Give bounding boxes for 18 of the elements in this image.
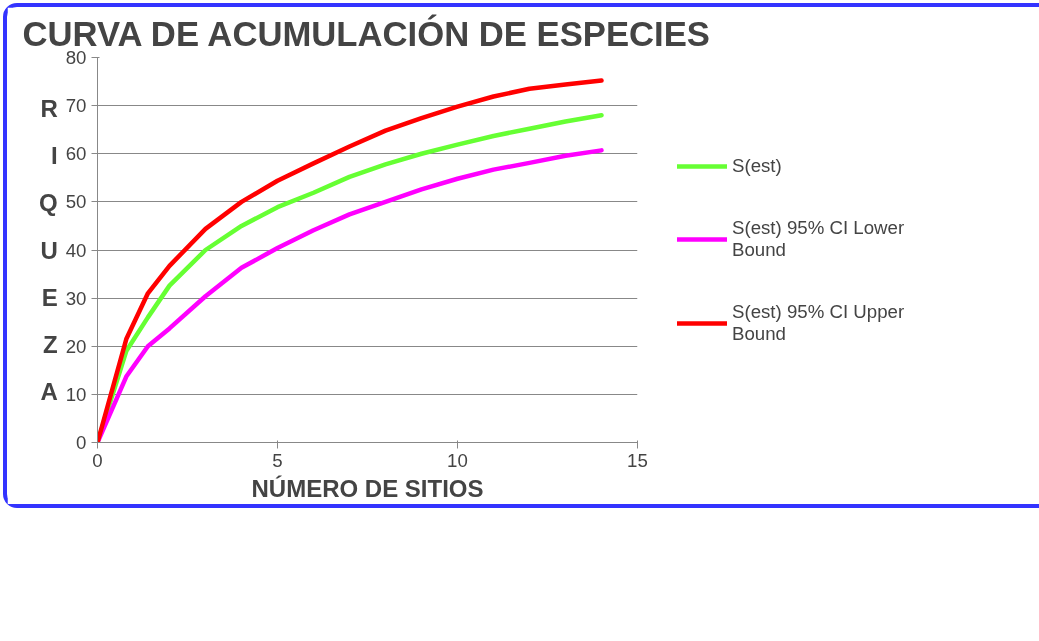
- y-tick-label: 60: [65, 143, 87, 165]
- y-axis-title: RIQUEZA: [39, 94, 58, 406]
- legend-label: S(est) 95% CI Upper Bound: [732, 300, 905, 345]
- x-tick-label: 5: [272, 449, 283, 471]
- y-tick-label: 40: [65, 239, 87, 261]
- legend-label: S(est): [732, 154, 782, 177]
- y-tick-label: 10: [65, 383, 87, 405]
- x-tick-label: 10: [447, 449, 468, 471]
- y-tick-label: 80: [65, 47, 87, 68]
- x-tick-label: 15: [627, 449, 648, 471]
- y-tick-label: 0: [76, 432, 87, 453]
- legend-label: S(est) 95% CI Lower Bound: [732, 216, 905, 261]
- y-tick-label: 50: [65, 191, 87, 213]
- y-tick-label: 20: [65, 335, 87, 357]
- y-tick-label: 70: [65, 95, 87, 117]
- x-axis-title: NÚMERO DE SITIOS: [251, 474, 484, 502]
- y-tick-label: 30: [65, 287, 87, 309]
- x-tick-label: 0: [92, 449, 103, 471]
